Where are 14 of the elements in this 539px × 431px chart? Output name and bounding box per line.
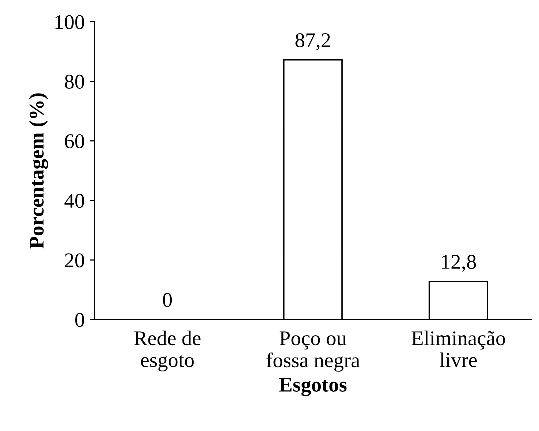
y-tick-label: 100 <box>56 15 84 30</box>
y-axis-title: Porcentagem (%) <box>29 94 48 249</box>
y-tick-label: 80 <box>65 74 84 89</box>
x-axis-title: Esgotos <box>279 378 347 396</box>
x-tick-label: Eliminação livre <box>412 330 506 368</box>
x-tick-label: Poço ou fossa negra <box>266 332 360 372</box>
x-tick-label: Rede de esgoto <box>134 330 201 372</box>
y-tick-label: 60 <box>65 134 84 149</box>
y-tick-label: 0 <box>76 313 84 328</box>
data-label: 0 <box>163 293 172 308</box>
data-label: 87,2 <box>296 33 330 51</box>
y-tick-label: 40 <box>64 194 84 208</box>
data-label: 12,8 <box>442 255 476 272</box>
y-tick-label: 20 <box>65 254 84 268</box>
